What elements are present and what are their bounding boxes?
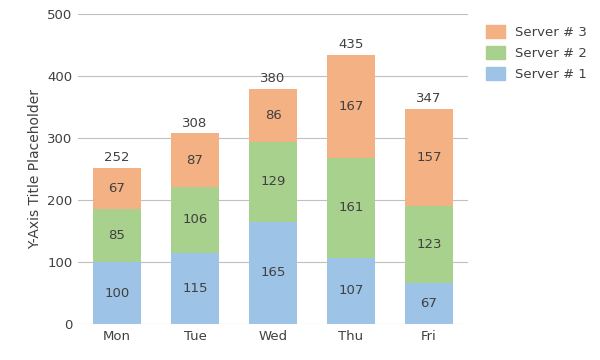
Text: 347: 347 xyxy=(416,93,442,105)
Text: 161: 161 xyxy=(338,201,364,215)
Text: 123: 123 xyxy=(416,238,442,251)
Bar xyxy=(171,133,219,187)
Text: 87: 87 xyxy=(187,154,203,167)
Text: 380: 380 xyxy=(260,72,286,85)
Bar xyxy=(249,89,297,142)
Bar xyxy=(171,187,219,253)
Bar xyxy=(405,206,453,283)
Bar xyxy=(405,283,453,324)
Legend: Server # 3, Server # 2, Server # 1: Server # 3, Server # 2, Server # 1 xyxy=(482,21,591,85)
Text: 107: 107 xyxy=(338,284,364,297)
Bar xyxy=(93,210,141,262)
Bar xyxy=(93,262,141,324)
Bar xyxy=(249,222,297,324)
Text: 252: 252 xyxy=(104,151,130,164)
Text: 67: 67 xyxy=(421,297,437,310)
Text: 129: 129 xyxy=(260,175,286,188)
Text: 157: 157 xyxy=(416,151,442,164)
Bar xyxy=(327,55,375,158)
Bar xyxy=(171,253,219,324)
Bar xyxy=(405,109,453,206)
Text: 86: 86 xyxy=(265,109,281,122)
Text: 85: 85 xyxy=(109,229,125,242)
Y-axis label: Y-Axis Title Placeholder: Y-Axis Title Placeholder xyxy=(28,89,41,249)
Text: 115: 115 xyxy=(182,282,208,295)
Text: 435: 435 xyxy=(338,38,364,51)
Bar xyxy=(327,158,375,258)
Text: 67: 67 xyxy=(109,182,125,195)
Bar xyxy=(93,168,141,210)
Text: 100: 100 xyxy=(104,287,130,300)
Text: 308: 308 xyxy=(182,117,208,130)
Text: 167: 167 xyxy=(338,100,364,113)
Bar xyxy=(249,142,297,222)
Text: 106: 106 xyxy=(182,213,208,226)
Bar xyxy=(327,258,375,324)
Text: 165: 165 xyxy=(260,266,286,279)
